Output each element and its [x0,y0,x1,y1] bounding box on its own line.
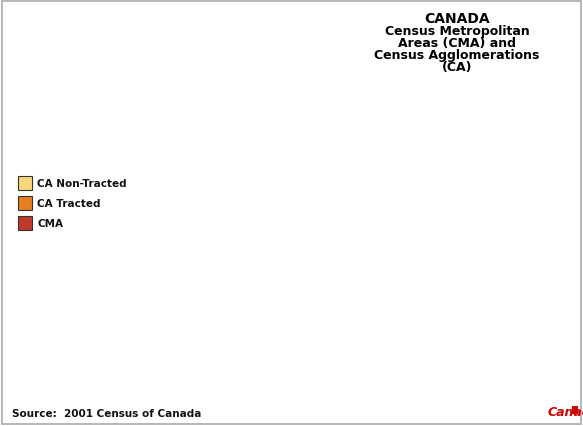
Text: Census Metropolitan: Census Metropolitan [385,25,529,38]
Text: Source:  2001 Census of Canada: Source: 2001 Census of Canada [12,408,201,418]
Bar [18,216,32,230]
Bar [572,406,578,414]
Bar [18,177,32,190]
Text: CANADA: CANADA [424,12,490,26]
Text: CA Tracted: CA Tracted [37,199,100,208]
Text: CMA: CMA [37,219,63,228]
Text: Canada: Canada [548,405,583,418]
Text: Census Agglomerations: Census Agglomerations [374,49,540,62]
Text: (CA): (CA) [442,61,472,74]
Bar [18,196,32,210]
Text: CA Non-Tracted: CA Non-Tracted [37,178,127,189]
Text: Areas (CMA) and: Areas (CMA) and [398,37,516,50]
